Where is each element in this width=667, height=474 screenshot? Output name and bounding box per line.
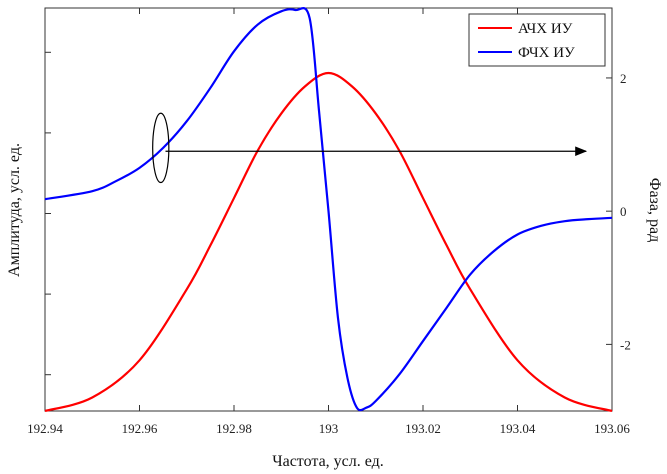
y-right-tick-label: 0 <box>620 204 627 219</box>
x-tick-label: 193.06 <box>594 421 630 436</box>
y-right-axis-label: Фаза, рад <box>646 178 663 242</box>
annotation-ellipse <box>152 112 170 184</box>
x-tick-label: 193.04 <box>500 421 536 436</box>
legend-box <box>468 13 606 67</box>
y-right-axis-ticks: 2 0 -2 <box>606 71 631 352</box>
x-tick-label: 192.96 <box>122 421 158 436</box>
y-right-tick-label: 2 <box>620 71 627 86</box>
x-axis-label: Частота, усл. ед. <box>272 453 384 470</box>
series-line-amplitude <box>44 71 613 413</box>
y-left-axis-ticks <box>45 51 51 376</box>
x-tick-label: 193.02 <box>405 421 441 436</box>
legend-label-amplitude: АЧХ ИУ <box>518 21 573 37</box>
x-axis-ticks: 192.94 192.96 192.98 193 193.02 193.04 193.06 <box>27 8 630 436</box>
x-tick-label: 192.94 <box>27 421 63 436</box>
legend-label-phase: ФЧХ ИУ <box>518 45 575 61</box>
series-line-phase <box>44 6 613 412</box>
y-right-tick-label: -2 <box>620 337 631 352</box>
x-tick-label: 192.98 <box>216 421 252 436</box>
y-left-axis-label: Амплитуда, усл. ед. <box>6 143 23 277</box>
series-layer <box>44 6 613 413</box>
legend: АЧХ ИУ ФЧХ ИУ <box>468 13 606 67</box>
x-tick-label: 193 <box>319 421 339 436</box>
